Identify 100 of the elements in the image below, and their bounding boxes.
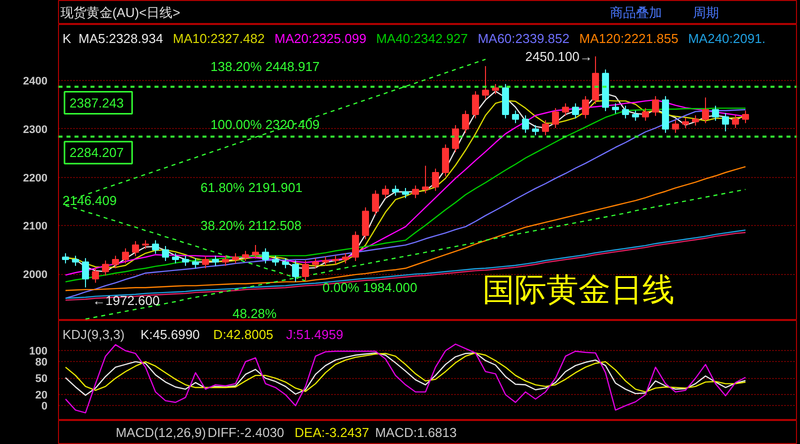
candlestick: [742, 110, 749, 124]
candlestick: [192, 258, 199, 269]
candlestick: [242, 250, 249, 262]
candlestick: [512, 110, 519, 124]
candlestick: [222, 255, 229, 266]
text: MACD(12,26,9): [116, 425, 206, 440]
candlestick: [462, 110, 469, 134]
candlestick: [302, 260, 309, 281]
candlestick: [62, 252, 69, 264]
text: 周期: [693, 5, 720, 20]
text: MA5:2328.934: [78, 31, 164, 46]
candlestick: [652, 96, 659, 116]
candlestick: [622, 105, 629, 119]
candlestick: [92, 267, 99, 284]
y-tick-label: 2100: [23, 220, 48, 233]
annotation: 100.00% 2320.409: [210, 117, 320, 132]
candlestick: [702, 97, 709, 124]
annotation: ←1972.600: [92, 293, 160, 308]
chart-title: 现货黄金(AU)<日线>: [60, 5, 180, 20]
candlestick: [482, 66, 489, 100]
candlestick: [732, 114, 739, 129]
candlestick: [492, 83, 499, 95]
series-label: J:51.4959: [286, 327, 344, 342]
candlestick: [542, 120, 549, 136]
candlestick: [422, 165, 429, 194]
candlestick: [532, 124, 539, 136]
text: MA10:2327.482: [172, 31, 265, 46]
annotation: 0.00% 1984.000: [322, 280, 418, 295]
candlestick: [472, 90, 479, 119]
candlestick: [72, 255, 79, 266]
text: MA240:2091.: [688, 31, 766, 46]
candlestick: [392, 185, 399, 196]
candlestick: [112, 255, 119, 269]
text: D:42.8005: [213, 327, 274, 342]
candlestick: [352, 231, 359, 262]
candlestick: [432, 168, 439, 192]
candlestick: [182, 255, 189, 266]
annotation: 138.20% 2448.917: [210, 59, 320, 74]
annotation: 38.20% 2112.508: [200, 218, 302, 233]
series-label: K:45.6990: [140, 327, 200, 342]
candlestick: [412, 185, 419, 199]
text: DIFF:-2.4030: [208, 425, 284, 440]
candlestick: [322, 256, 329, 266]
annotation: K: [62, 31, 72, 46]
candlestick: [312, 258, 319, 269]
annotation: 48.28%: [232, 306, 278, 321]
ref-line-label: 2387.243: [70, 95, 124, 110]
candlestick: [262, 248, 269, 264]
annotation: 2450.100→: [525, 49, 593, 64]
candlestick: [342, 252, 349, 264]
y-tick-label: 100: [29, 346, 48, 358]
candlestick: [202, 255, 209, 269]
candlestick: [382, 185, 389, 199]
y-tick-label: 2300: [23, 124, 48, 136]
candlestick: [722, 112, 729, 132]
candlestick: [152, 240, 159, 254]
y-tick-label: 80: [35, 356, 48, 369]
candlestick: [562, 102, 569, 116]
candlestick: [232, 252, 239, 264]
text: MA60:2339.852: [478, 31, 570, 46]
candlestick: [132, 240, 139, 257]
candlestick: [642, 108, 649, 122]
annotation: 国际黄金日线: [482, 272, 674, 308]
candlestick: [282, 258, 289, 269]
candlestick: [452, 124, 459, 153]
candlestick: [582, 96, 589, 119]
text: MA20:2325.099: [274, 31, 366, 46]
candlestick: [552, 108, 559, 129]
candlestick: [212, 255, 219, 266]
annotation: 2146.409: [62, 193, 117, 208]
text: MA120:2221.855: [579, 31, 678, 46]
candlestick: [252, 244, 259, 260]
y-tick-label: 2200: [23, 172, 48, 184]
ref-line-label: 2284.207: [70, 145, 124, 160]
candlestick: [162, 246, 169, 262]
candlestick: [712, 105, 719, 122]
annotation: 61.80% 2191.901: [200, 180, 302, 195]
line-series: [64, 344, 746, 414]
candlestick: [292, 260, 299, 282]
candlestick: [612, 102, 619, 114]
y-tick-label: 2400: [23, 76, 48, 88]
candlestick: [632, 110, 639, 122]
candlestick: [682, 117, 689, 129]
y-tick-label: 2000: [23, 269, 48, 282]
y-tick-label: 0: [41, 400, 48, 413]
candlestick: [172, 252, 179, 264]
candlestick: [692, 114, 699, 126]
candlestick: [82, 258, 89, 288]
text: KDJ(9,3,3): [62, 327, 125, 342]
candlestick: [102, 260, 109, 276]
candlestick: [122, 248, 129, 264]
candlestick: [572, 102, 579, 119]
y-tick-label: 20: [35, 390, 48, 402]
candlestick: [672, 120, 679, 134]
text: MACD:1.6813: [375, 425, 457, 440]
text: MA40:2342.927: [376, 31, 468, 46]
candlestick: [372, 190, 379, 216]
text: DEA:-3.2437: [294, 425, 370, 440]
candlestick: [522, 114, 529, 134]
candlestick: [272, 255, 279, 266]
